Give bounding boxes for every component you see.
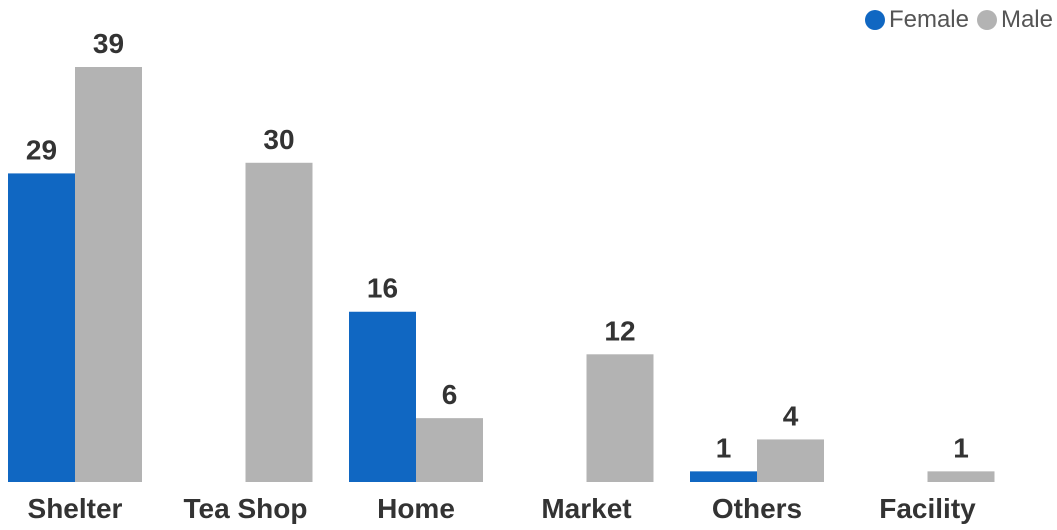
bar-market-male bbox=[586, 354, 654, 482]
bar-shelter-male bbox=[75, 67, 142, 482]
value-label-shelter-male: 39 bbox=[93, 28, 124, 59]
value-label-tea-shop-male: 30 bbox=[263, 124, 294, 155]
category-label-shelter: Shelter bbox=[28, 493, 123, 524]
bar-tea-shop-male bbox=[245, 162, 313, 482]
value-label-others-male: 4 bbox=[783, 400, 799, 431]
legend-item-female: Female bbox=[864, 6, 969, 34]
legend-label-male: Male bbox=[1000, 6, 1053, 33]
legend-swatch-female bbox=[864, 10, 885, 30]
legend-swatch-male bbox=[976, 10, 997, 30]
bars-group bbox=[8, 67, 995, 482]
bar-shelter-female bbox=[8, 173, 75, 482]
category-label-home: Home bbox=[377, 493, 455, 524]
chart-legend: Female Male bbox=[857, 6, 1053, 34]
value-label-market-male: 12 bbox=[604, 315, 635, 346]
bar-others-male bbox=[757, 439, 824, 482]
bar-home-female bbox=[349, 311, 416, 482]
legend-label-female: Female bbox=[888, 6, 969, 33]
bar-facility-male bbox=[927, 471, 995, 482]
value-label-home-female: 16 bbox=[367, 273, 398, 304]
value-label-home-male: 6 bbox=[442, 379, 458, 410]
category-label-market: Market bbox=[541, 493, 631, 524]
bar-others-female bbox=[690, 471, 757, 482]
category-label-facility: Facility bbox=[879, 493, 976, 524]
value-label-facility-male: 1 bbox=[953, 432, 969, 463]
value-labels-group: 29 39 30 16 6 12 1 4 1 bbox=[26, 28, 969, 463]
category-label-others: Others bbox=[712, 493, 802, 524]
value-label-others-female: 1 bbox=[716, 432, 732, 463]
bar-home-male bbox=[416, 418, 483, 482]
legend-item-male: Male bbox=[976, 6, 1053, 34]
value-label-shelter-female: 29 bbox=[26, 134, 57, 165]
category-label-tea-shop: Tea Shop bbox=[184, 493, 308, 524]
category-labels-group: Shelter Tea Shop Home Market Others Facility bbox=[28, 493, 977, 524]
